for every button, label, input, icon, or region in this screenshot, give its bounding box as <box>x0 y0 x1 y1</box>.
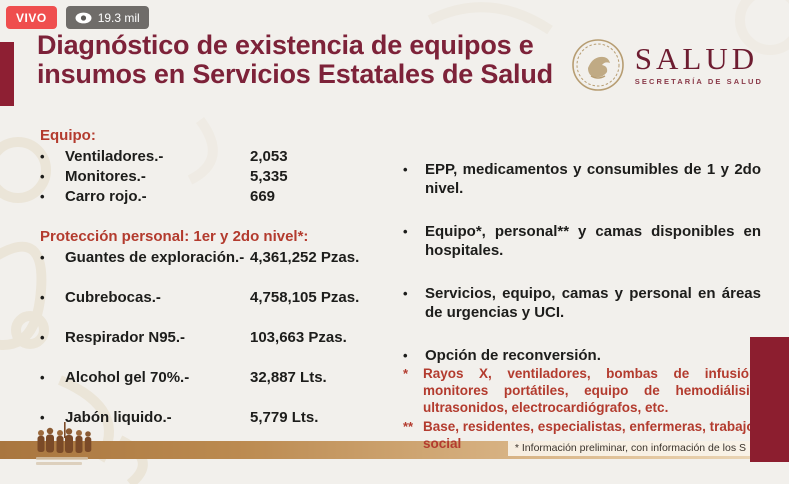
footnote-marker: * <box>403 366 409 381</box>
bullet-text: Opción de reconversión. <box>425 347 601 364</box>
footnote-marker: ** <box>403 419 414 434</box>
salud-logo-name: SALUD <box>634 41 759 76</box>
item-value: 5,335 <box>250 168 288 185</box>
item-value: 103,663 Pzas. <box>250 329 347 346</box>
bullet-icon: • <box>403 224 408 239</box>
list-item: • Carro rojo.- 669 <box>40 188 390 205</box>
title-accent-bar <box>0 42 14 106</box>
bullet-text: EPP, medicamentos y consumibles de 1 y 2… <box>425 161 761 197</box>
bullet-icon: • <box>40 410 45 425</box>
item-label: Respirador N95.- <box>65 329 186 346</box>
list-item: • Monitores.- 5,335 <box>40 168 390 185</box>
list-item: • Equipo*, personal** y camas disponible… <box>403 222 761 260</box>
item-label: Guantes de exploración.- <box>65 249 245 266</box>
footnote-single-asterisk: * Rayos X, ventiladores, bombas de infus… <box>403 365 761 416</box>
salud-logo: SALUD SECRETARÍA DE SALUD <box>571 38 763 92</box>
item-value: 5,779 Lts. <box>250 409 319 426</box>
page-title: Diagnóstico de existencia de equipos e i… <box>37 31 553 89</box>
item-label: Alcohol gel 70%.- <box>65 369 190 386</box>
footer-note: * Información preliminar, con informació… <box>507 441 753 456</box>
bullet-icon: • <box>40 189 45 204</box>
bullet-icon: • <box>403 348 408 363</box>
footnote-double-asterisk: ** Base, residentes, especialistas, enfe… <box>403 418 761 452</box>
eye-icon <box>75 12 92 23</box>
title-line-2: insumos en Servicios Estatales de Salud <box>37 59 553 89</box>
footnote-text: Rayos X, ventiladores, bombas de infusió… <box>423 366 761 415</box>
item-value: 4,361,252 Pzas. <box>250 249 360 266</box>
section-equipo: Equipo: • Ventiladores.- 2,053 • Monitor… <box>40 127 390 205</box>
item-value: 2,053 <box>250 148 288 165</box>
bullet-icon: • <box>40 169 45 184</box>
item-label: Monitores.- <box>65 168 146 185</box>
item-label: Carro rojo.- <box>65 188 147 205</box>
list-item: • Alcohol gel 70%.- 32,887 Lts. <box>40 369 390 386</box>
section-proteccion-personal: Protección personal: 1er y 2do nivel*: •… <box>40 228 390 426</box>
salud-logo-subtitle: SECRETARÍA DE SALUD <box>634 77 763 86</box>
list-item: • Servicios, equipo, camas y personal en… <box>403 284 761 322</box>
item-value: 4,758,105 Pzas. <box>250 289 360 306</box>
section-heading: Equipo: <box>40 127 96 144</box>
bullet-icon: • <box>40 149 45 164</box>
list-item: • Guantes de exploración.- 4,361,252 Pza… <box>40 249 390 266</box>
maroon-overlay-rectangle <box>750 337 789 462</box>
live-badge[interactable]: VIVO <box>6 6 57 29</box>
list-item: • EPP, medicamentos y consumibles de 1 y… <box>403 160 761 198</box>
title-line-1: Diagnóstico de existencia de equipos e <box>37 30 534 60</box>
views-badge: 19.3 mil <box>65 6 149 29</box>
bullet-icon: • <box>40 330 45 345</box>
views-count: 19.3 mil <box>97 10 140 25</box>
item-label: Ventiladores.- <box>65 148 164 165</box>
list-item: • Ventiladores.- 2,053 <box>40 148 390 165</box>
bullet-text: Equipo*, personal** y camas disponibles … <box>425 223 761 259</box>
list-item: • Respirador N95.- 103,663 Pzas. <box>40 329 390 346</box>
list-item: • Opción de reconversión. <box>403 346 761 365</box>
summary-column: • EPP, medicamentos y consumibles de 1 y… <box>403 160 761 452</box>
bullet-icon: • <box>40 370 45 385</box>
item-value: 669 <box>250 188 276 205</box>
salud-seal-icon <box>571 39 624 91</box>
stream-badges: VIVO 19.3 mil <box>6 6 149 29</box>
item-label: Cubrebocas.- <box>65 289 161 306</box>
bullet-icon: • <box>40 290 45 305</box>
bullet-icon: • <box>40 250 45 265</box>
bullet-icon: • <box>403 162 408 177</box>
live-badge-label: VIVO <box>16 10 47 25</box>
section-heading: Protección personal: 1er y 2do nivel*: <box>40 228 309 245</box>
inventory-column: Equipo: • Ventiladores.- 2,053 • Monitor… <box>40 127 390 449</box>
item-value: 32,887 Lts. <box>250 369 327 386</box>
salud-logo-text: SALUD SECRETARÍA DE SALUD <box>634 41 763 86</box>
people-illustration-icon <box>36 422 92 465</box>
list-item: • Cubrebocas.- 4,758,105 Pzas. <box>40 289 390 306</box>
bullet-text: Servicios, equipo, camas y personal en á… <box>425 285 761 321</box>
bullet-icon: • <box>403 286 408 301</box>
footnote-text: Base, residentes, especialistas, enferme… <box>423 419 755 451</box>
list-item: • Jabón liquido.- 5,779 Lts. <box>40 409 390 426</box>
item-label: Jabón liquido.- <box>65 409 172 426</box>
